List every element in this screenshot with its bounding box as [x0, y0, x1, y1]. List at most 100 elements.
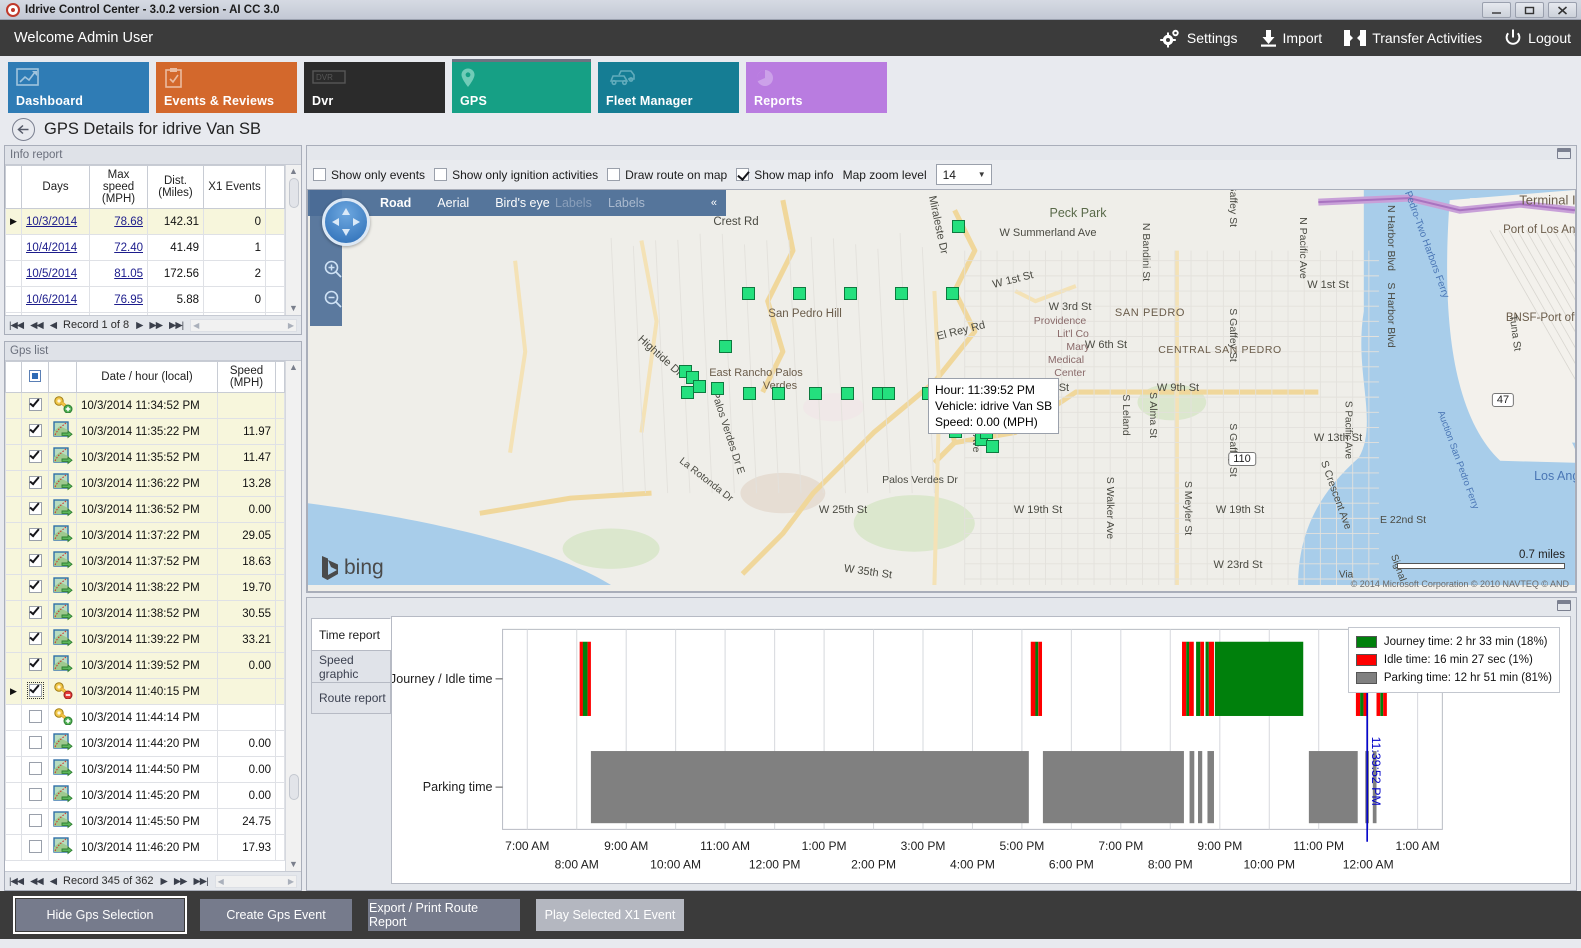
row-checkbox[interactable] — [22, 731, 49, 757]
minimize-button[interactable] — [1482, 2, 1511, 18]
list-item[interactable]: 10/3/2014 11:45:50 PM 24.75 — [6, 809, 285, 835]
maxspeed-link[interactable]: 78.68 — [114, 216, 143, 228]
list-item[interactable]: 10/3/2014 11:44:14 PM — [6, 705, 285, 731]
nav-first[interactable]: |◀◀ — [9, 320, 23, 331]
nav-first[interactable]: |◀◀ — [9, 876, 23, 887]
tab-speed-graphic[interactable]: Speed graphic — [311, 650, 391, 682]
nav-last[interactable]: ▶▶| — [169, 320, 183, 331]
row-checkbox[interactable] — [22, 419, 49, 445]
info-report-scrollbar[interactable]: ▲ ▼ — [285, 165, 301, 315]
export-print-route-report-button[interactable]: Export / Print Route Report — [368, 899, 520, 931]
time-report-chart[interactable]: Journey / Idle time Parking time 11:39:52 … — [391, 616, 1571, 884]
gps-list-th-speed[interactable]: Speed (MPH) — [218, 362, 276, 393]
list-item[interactable]: 10/3/2014 11:37:22 PM 29.05 — [6, 523, 285, 549]
info-report-th-days[interactable]: Days — [22, 166, 90, 209]
row-checkbox[interactable] — [22, 549, 49, 575]
create-gps-event-button[interactable]: Create Gps Event — [200, 899, 352, 931]
gps-list-scrollbar[interactable]: ▲ ▼ — [285, 361, 301, 871]
play-selected-x1-event-button[interactable]: Play Selected X1 Event — [536, 899, 684, 931]
row-checkbox[interactable] — [22, 471, 49, 497]
gps-marker[interactable] — [772, 387, 785, 400]
draw-route-option[interactable]: Draw route on map — [607, 168, 727, 182]
select-all-checkbox[interactable] — [22, 362, 49, 393]
show-map-info-checkbox[interactable] — [736, 168, 749, 181]
row-checkbox[interactable] — [22, 393, 49, 419]
row-checkbox[interactable] — [22, 653, 49, 679]
map-panel-collapse-icon[interactable] — [1557, 148, 1571, 159]
info-report-hscrollbar[interactable]: ◀ ▶ — [190, 319, 297, 332]
nav-next-page[interactable]: ▶▶ — [149, 320, 162, 331]
maxspeed-link[interactable]: 81.05 — [114, 268, 143, 280]
tab-time-report[interactable]: Time report — [311, 618, 391, 650]
list-item[interactable]: 10/3/2014 11:36:52 PM 0.00 — [6, 497, 285, 523]
table-row[interactable]: 10/5/2014 81.05 172.56 2 — [6, 261, 285, 287]
list-item[interactable]: 10/3/2014 11:39:52 PM 0.00 — [6, 653, 285, 679]
tab-gps[interactable]: GPS — [452, 62, 591, 113]
map-zoom-in-button[interactable] — [322, 258, 344, 280]
maxspeed-link[interactable]: 72.40 — [114, 242, 143, 254]
map-view-road[interactable]: Road — [380, 196, 411, 210]
report-panel-collapse-icon[interactable] — [1557, 600, 1571, 611]
table-row[interactable]: 10/4/2014 72.40 41.49 1 — [6, 235, 285, 261]
tab-events-reviews[interactable]: Events & Reviews — [156, 62, 297, 113]
gps-marker[interactable] — [986, 440, 999, 453]
gps-marker[interactable] — [693, 380, 706, 393]
row-checkbox[interactable] — [22, 705, 49, 731]
row-checkbox[interactable] — [22, 627, 49, 653]
nav-prev[interactable]: ◀ — [50, 320, 56, 331]
nav-next[interactable]: ▶ — [161, 876, 167, 887]
settings-button[interactable]: Settings — [1159, 28, 1238, 48]
close-button[interactable] — [1548, 2, 1577, 18]
day-link[interactable]: 10/4/2014 — [26, 242, 77, 254]
tab-dashboard[interactable]: Dashboard — [8, 62, 149, 113]
gps-marker[interactable] — [844, 287, 857, 300]
nav-prev-page[interactable]: ◀◀ — [30, 320, 43, 331]
list-item[interactable]: 10/3/2014 11:37:52 PM 18.63 — [6, 549, 285, 575]
map-nav-collapse-icon[interactable]: « — [711, 197, 717, 209]
list-item[interactable]: 10/3/2014 11:38:22 PM 19.70 — [6, 575, 285, 601]
tab-reports[interactable]: Reports — [746, 62, 887, 113]
row-checkbox[interactable] — [22, 783, 49, 809]
day-link[interactable]: 10/6/2014 — [26, 294, 77, 306]
map-canvas[interactable]: Road Aerial Bird's eye Labels Labels « — [307, 189, 1576, 592]
show-only-events-option[interactable]: Show only events — [313, 168, 425, 182]
list-item[interactable]: ▶ 10/3/2014 11:40:15 PM — [6, 679, 285, 705]
gps-list-hscrollbar[interactable]: ◀ ▶ — [215, 875, 297, 888]
list-item[interactable]: 10/3/2014 11:44:20 PM 0.00 — [6, 731, 285, 757]
show-only-ignition-checkbox[interactable] — [434, 168, 447, 181]
back-button[interactable] — [12, 118, 35, 141]
gps-marker[interactable] — [952, 220, 965, 233]
scroll-thumb[interactable] — [289, 178, 299, 208]
nav-prev[interactable]: ◀ — [50, 876, 56, 887]
list-item[interactable]: 10/3/2014 11:44:50 PM 0.00 — [6, 757, 285, 783]
nav-last[interactable]: ▶▶| — [193, 876, 207, 887]
gps-marker[interactable] — [719, 340, 732, 353]
transfer-activities-button[interactable]: Transfer Activities — [1344, 29, 1482, 47]
scroll-down-icon[interactable]: ▼ — [289, 304, 298, 313]
scroll-down-icon[interactable]: ▼ — [289, 860, 298, 869]
row-checkbox[interactable] — [22, 497, 49, 523]
show-only-events-checkbox[interactable] — [313, 168, 326, 181]
hide-gps-selection-button[interactable]: Hide Gps Selection — [16, 899, 184, 931]
info-report-th-dist[interactable]: Dist. (Miles) — [148, 166, 204, 209]
list-item[interactable]: 10/3/2014 11:38:52 PM 30.55 — [6, 601, 285, 627]
maximize-button[interactable] — [1515, 2, 1544, 18]
draw-route-checkbox[interactable] — [607, 168, 620, 181]
bing-logo[interactable]: bing — [320, 555, 384, 581]
show-only-ignition-option[interactable]: Show only ignition activities — [434, 168, 598, 182]
table-row[interactable]: 10/6/2014 76.95 5.88 0 — [6, 287, 285, 313]
map-zoom-level-select[interactable]: 14 ▼ — [936, 164, 992, 185]
scroll-up-icon[interactable]: ▲ — [289, 363, 298, 372]
maxspeed-link[interactable]: 76.95 — [114, 294, 143, 306]
gps-marker[interactable] — [841, 387, 854, 400]
nav-next[interactable]: ▶ — [136, 320, 142, 331]
map-view-aerial[interactable]: Aerial — [437, 196, 469, 210]
list-item[interactable]: 10/3/2014 11:45:20 PM 0.00 — [6, 783, 285, 809]
row-checkbox[interactable] — [22, 445, 49, 471]
list-item[interactable]: 10/3/2014 11:46:20 PM 17.93 — [6, 835, 285, 861]
info-report-th-maxspeed[interactable]: Max speed (MPH) — [90, 166, 148, 209]
row-checkbox[interactable] — [22, 523, 49, 549]
row-checkbox[interactable] — [22, 679, 49, 705]
tab-route-report[interactable]: Route report — [311, 682, 391, 714]
gps-marker[interactable] — [743, 387, 756, 400]
